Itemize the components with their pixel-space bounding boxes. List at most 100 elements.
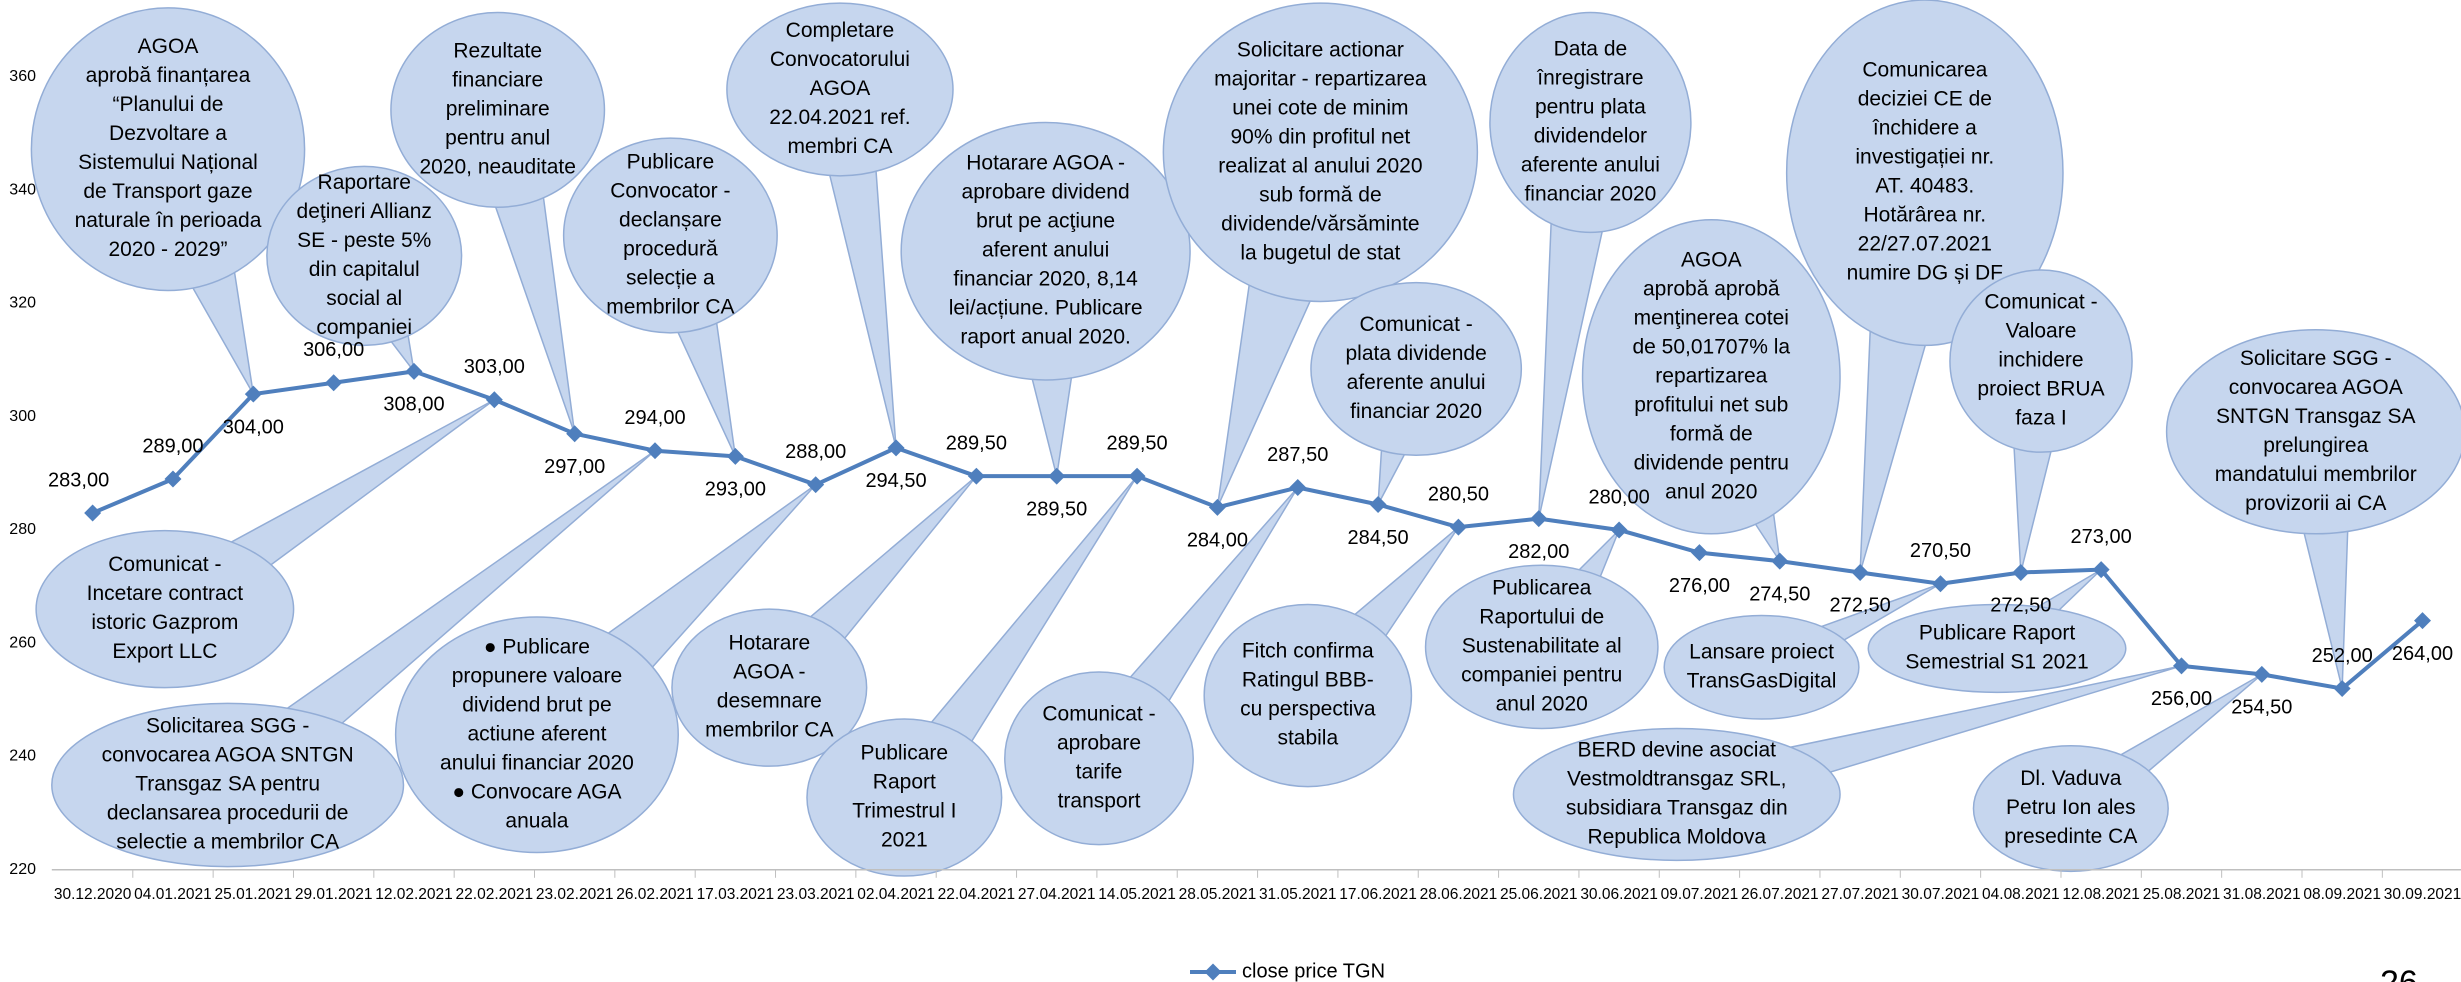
annotation-text: “Planului de xyxy=(113,93,224,116)
x-tick-label: 29.01.2021 xyxy=(295,886,373,903)
value-label: 287,50 xyxy=(1267,444,1328,466)
x-tick-label: 28.05.2021 xyxy=(1179,886,1257,903)
callout-bubble xyxy=(30,7,306,292)
x-tick-label: 30.12.2020 xyxy=(54,886,132,903)
x-tick-label: 27.04.2021 xyxy=(1018,886,1096,903)
x-tick-label: 22.04.2021 xyxy=(938,886,1016,903)
annotation-text: plata dividende xyxy=(1345,342,1486,365)
annotation-text: propunere valoare xyxy=(452,664,622,687)
annotation-text: AGOA xyxy=(138,35,199,58)
annotation-text: majoritar - repartizarea xyxy=(1214,67,1427,90)
callout-bubble xyxy=(1489,11,1692,234)
annotation-text: dividende/vărsăminte xyxy=(1221,212,1419,235)
annotation-text: AGOA xyxy=(810,77,871,100)
data-point xyxy=(164,470,182,488)
annotation-text: raport anual 2020. xyxy=(960,326,1130,349)
annotation-text: dividendelor xyxy=(1534,125,1647,148)
annotation-text: Republica Moldova xyxy=(1587,825,1766,848)
annotation-text: Solicitare actionar xyxy=(1237,38,1404,61)
value-label: 289,50 xyxy=(946,432,1007,454)
legend-marker xyxy=(1204,963,1222,981)
y-tick-label: 240 xyxy=(9,748,36,765)
annotation-text: selectie a membrilor CA xyxy=(116,831,339,854)
value-label: 270,50 xyxy=(1910,540,1971,562)
x-tick-label: 25.06.2021 xyxy=(1500,886,1578,903)
y-tick-label: 320 xyxy=(9,295,36,312)
annotation-text: Publicare xyxy=(861,742,949,765)
annotation-text: presedinte CA xyxy=(2004,825,2137,848)
value-label: 289,50 xyxy=(1026,498,1087,520)
annotation-text: aferente anului xyxy=(1521,154,1660,177)
x-tick-label: 04.08.2021 xyxy=(1982,886,2060,903)
callout-bubble xyxy=(1972,745,2169,873)
annotation-text: sub formă de xyxy=(1259,183,1382,206)
annotation-text: Lansare proiect xyxy=(1689,640,1834,663)
callout-bubble xyxy=(35,529,295,689)
callout-bubble xyxy=(726,2,954,177)
callout-bubble xyxy=(2165,328,2461,535)
x-tick-label: 30.07.2021 xyxy=(1902,886,1980,903)
annotation-text: social al xyxy=(326,287,402,310)
x-tick-label: 28.06.2021 xyxy=(1420,886,1498,903)
x-tick-label: 31.08.2021 xyxy=(2223,886,2301,903)
page-number: 26 xyxy=(2380,964,2418,982)
annotation-text: deciziei CE de xyxy=(1858,88,1992,111)
value-label: 289,50 xyxy=(1106,432,1167,454)
value-label: 294,00 xyxy=(624,407,685,429)
callout-bubble xyxy=(1310,281,1523,457)
value-label: 297,00 xyxy=(544,456,605,478)
value-label: 280,50 xyxy=(1428,483,1489,505)
annotation-text: istoric Gazprom xyxy=(91,611,238,634)
annotation-text: brut pe acţiune xyxy=(976,210,1115,233)
annotation-text: Publicare Raport xyxy=(1919,621,2076,644)
x-tick-label: 26.02.2021 xyxy=(616,886,694,903)
annotation-text: preliminare xyxy=(446,97,550,120)
data-point xyxy=(1369,496,1387,513)
annotation-text: Data de xyxy=(1554,38,1628,61)
value-label: 303,00 xyxy=(464,356,525,378)
x-tick-label: 26.07.2021 xyxy=(1741,886,1819,903)
data-point xyxy=(646,442,664,460)
annotation-text: Comunicat - xyxy=(1984,291,2097,314)
annotation-text: Hotarare xyxy=(728,632,810,655)
data-point xyxy=(726,447,744,465)
annotation-text: anul 2020 xyxy=(1665,480,1757,503)
x-tick-label: 30.06.2021 xyxy=(1580,886,1658,903)
x-tick-label: 22.02.2021 xyxy=(456,886,534,903)
callout-bubble xyxy=(806,718,1003,877)
annotation-text: transport xyxy=(1058,789,1141,812)
annotation-text: Vestmoldtransgaz SRL, xyxy=(1567,767,1786,790)
annotation-text: actiune aferent xyxy=(467,722,606,745)
annotation-text: aprobă aprobă xyxy=(1643,277,1780,300)
data-point xyxy=(2253,665,2271,683)
annotation-text: membrilor CA xyxy=(606,296,734,319)
x-tick-label: 02.04.2021 xyxy=(857,886,935,903)
annotation-text: Semestrial S1 2021 xyxy=(1905,650,2088,673)
annotation-text: închidere a xyxy=(1872,117,1977,140)
x-tick-label: 27.07.2021 xyxy=(1821,886,1899,903)
annotation-text: provizorii ai CA xyxy=(2245,492,2386,515)
legend-label: close price TGN xyxy=(1242,960,1385,982)
data-point xyxy=(2333,680,2351,698)
x-tick-label: 12.08.2021 xyxy=(2062,886,2140,903)
annotation-text: desemnare xyxy=(717,690,822,713)
annotation-text: proiect BRUA xyxy=(1977,378,2104,401)
annotation-text: financiar 2020 xyxy=(1350,400,1482,423)
annotation-text: companiei pentru xyxy=(1461,663,1622,686)
annotation-text: Convocatorului xyxy=(770,48,910,71)
annotation-text: declanșare xyxy=(619,209,722,232)
annotation-text: cu perspectiva xyxy=(1240,698,1376,721)
annotation-text: AGOA xyxy=(1681,248,1742,271)
value-label: 276,00 xyxy=(1669,575,1730,597)
data-point xyxy=(1128,467,1146,485)
annotation-text: prelungirea xyxy=(2263,434,2368,457)
annotation-text: Publicarea xyxy=(1492,576,1592,599)
callout-bubble xyxy=(394,616,679,854)
annotation-text: Solicitarea SGG - xyxy=(146,715,309,738)
data-point xyxy=(485,391,503,409)
y-tick-label: 360 xyxy=(9,68,36,85)
x-tick-label: 17.06.2021 xyxy=(1339,886,1417,903)
annotation-text: membri CA xyxy=(787,135,892,158)
x-tick-label: 23.02.2021 xyxy=(536,886,614,903)
annotation-text: Trimestrul I xyxy=(852,800,956,823)
